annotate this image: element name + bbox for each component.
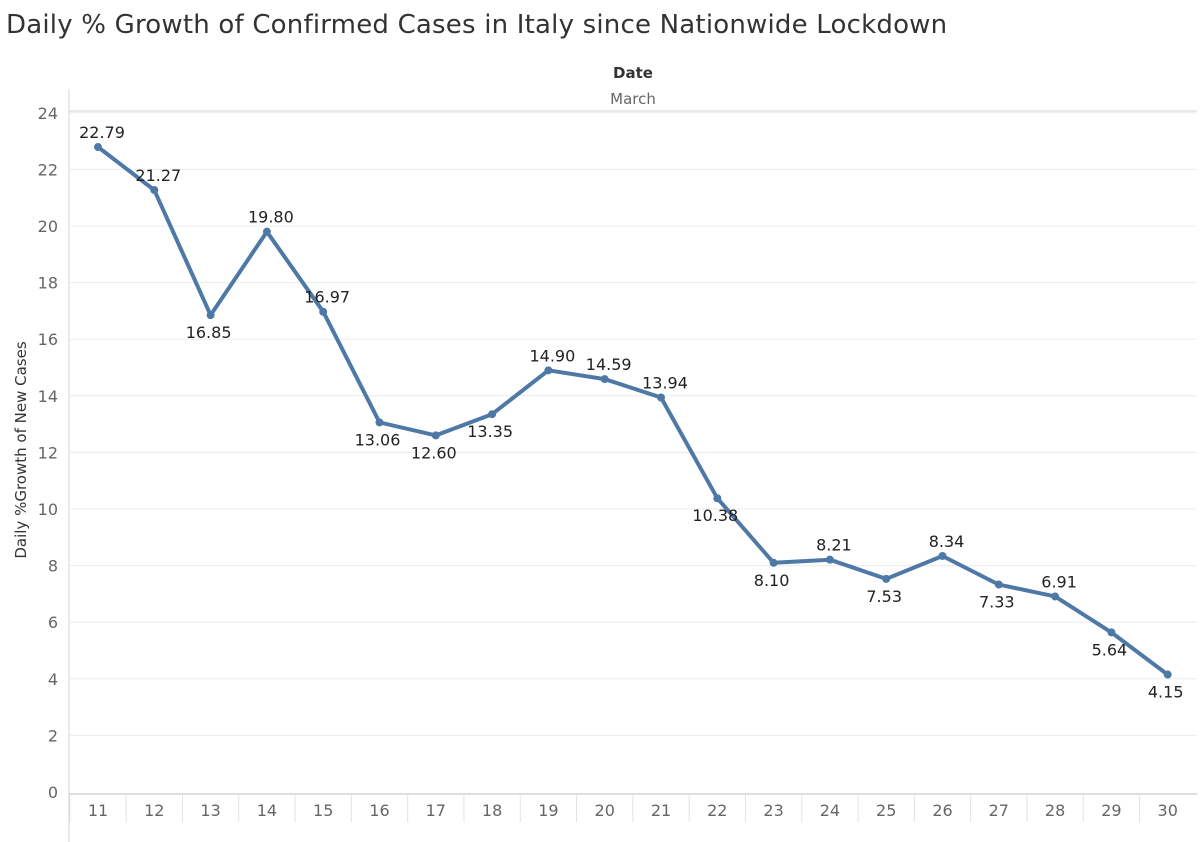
x-tick-label: 18 (482, 801, 502, 820)
x-tick-label: 27 (989, 801, 1009, 820)
data-label: 5.64 (1092, 640, 1128, 659)
x-tick-label: 26 (932, 801, 952, 820)
data-point (94, 143, 102, 152)
x-tick-label: 30 (1158, 801, 1178, 820)
data-point (600, 375, 609, 384)
data-label: 16.85 (186, 323, 232, 342)
x-tick-label: 25 (876, 801, 896, 820)
data-point (375, 418, 384, 427)
y-tick-label: 12 (38, 443, 58, 462)
data-point (150, 186, 159, 195)
data-label: 6.91 (1041, 572, 1077, 591)
x-axis-ticks: 11 12 13 14 15 16 17 18 19 20 21 22 23 24 25 26 27 28 29 30 (69, 794, 1178, 822)
x-tick-label: 28 (1045, 801, 1065, 820)
x-tick-label: 15 (313, 801, 333, 820)
y-tick-label: 20 (38, 217, 58, 236)
data-point (262, 227, 271, 236)
x-tick-label: 29 (1101, 801, 1121, 820)
x-tick-label: 11 (88, 801, 108, 820)
chart-title: Daily % Growth of Confirmed Cases in Ita… (6, 10, 948, 40)
data-label: 8.10 (754, 571, 790, 590)
x-tick-label: 13 (200, 801, 220, 820)
y-tick-label: 10 (38, 500, 58, 519)
data-label: 14.59 (586, 355, 632, 374)
y-tick-label: 24 (38, 104, 58, 123)
data-point (994, 580, 1003, 589)
data-label: 21.27 (135, 166, 181, 185)
x-tick-label: 12 (144, 801, 164, 820)
data-labels: 22.79 21.27 16.85 19.80 16.97 13.06 12.60 13.35… (79, 123, 1183, 702)
x-tick-label: 17 (426, 801, 446, 820)
data-label: 16.97 (304, 288, 350, 307)
x-tick-label: 19 (538, 801, 558, 820)
column-subheader: March (610, 90, 656, 108)
data-label: 7.33 (979, 593, 1015, 612)
data-point (544, 366, 553, 375)
data-label: 19.80 (248, 208, 294, 227)
data-points (94, 143, 1172, 679)
y-tick-label: 6 (48, 613, 58, 632)
x-tick-label: 14 (257, 801, 277, 820)
data-label: 22.79 (79, 123, 125, 142)
y-tick-label: 18 (38, 274, 58, 293)
data-label: 4.15 (1148, 683, 1184, 702)
data-point (657, 393, 665, 402)
x-tick-label: 22 (707, 801, 727, 820)
data-point (206, 311, 215, 320)
data-label: 8.21 (816, 536, 852, 555)
x-tick-label: 21 (651, 801, 671, 820)
data-point (319, 307, 328, 316)
data-label: 8.34 (929, 532, 965, 551)
data-point (431, 431, 440, 440)
y-tick-label: 14 (38, 387, 58, 406)
data-label: 13.35 (467, 422, 513, 441)
x-tick-label: 16 (369, 801, 389, 820)
data-point (769, 558, 778, 567)
series-path (96, 145, 1170, 677)
data-point (825, 555, 834, 564)
series-line (96, 145, 1170, 677)
data-label: 12.60 (411, 443, 457, 462)
gridlines (69, 112, 1197, 736)
data-point (938, 551, 947, 560)
x-tick-label: 23 (763, 801, 783, 820)
y-tick-label: 22 (38, 160, 58, 179)
data-label: 7.53 (866, 587, 902, 606)
data-label: 14.90 (529, 346, 575, 365)
plot-frame (68, 89, 1197, 842)
y-tick-label: 16 (38, 330, 58, 349)
data-point (1107, 628, 1116, 637)
column-header: Date (613, 64, 653, 82)
x-tick-label: 24 (820, 801, 840, 820)
data-point (1051, 592, 1060, 601)
data-point (713, 494, 722, 503)
data-point (1163, 670, 1172, 679)
data-point (488, 410, 497, 419)
y-tick-label: 4 (48, 670, 58, 689)
y-tick-label: 8 (48, 557, 58, 576)
data-label: 13.06 (355, 430, 401, 449)
data-point (882, 574, 891, 583)
data-label: 13.94 (642, 373, 688, 392)
x-tick-label: 20 (595, 801, 615, 820)
y-tick-label: 2 (48, 726, 58, 745)
y-tick-label: 0 (48, 783, 58, 802)
data-label: 10.38 (692, 506, 738, 525)
y-axis-label: Daily %Growth of New Cases (12, 341, 30, 558)
